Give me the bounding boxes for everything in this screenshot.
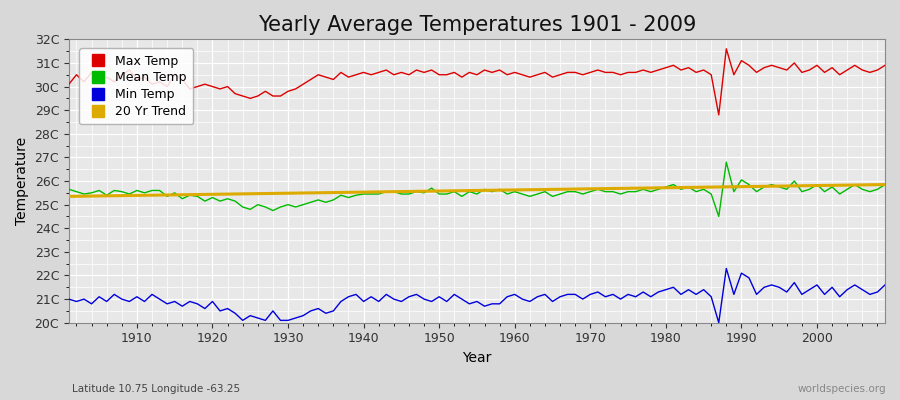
Text: Latitude 10.75 Longitude -63.25: Latitude 10.75 Longitude -63.25: [72, 384, 240, 394]
Y-axis label: Temperature: Temperature: [15, 137, 29, 225]
Legend: Max Temp, Mean Temp, Min Temp, 20 Yr Trend: Max Temp, Mean Temp, Min Temp, 20 Yr Tre…: [79, 48, 194, 124]
X-axis label: Year: Year: [463, 351, 491, 365]
Title: Yearly Average Temperatures 1901 - 2009: Yearly Average Temperatures 1901 - 2009: [257, 15, 696, 35]
Text: worldspecies.org: worldspecies.org: [798, 384, 886, 394]
